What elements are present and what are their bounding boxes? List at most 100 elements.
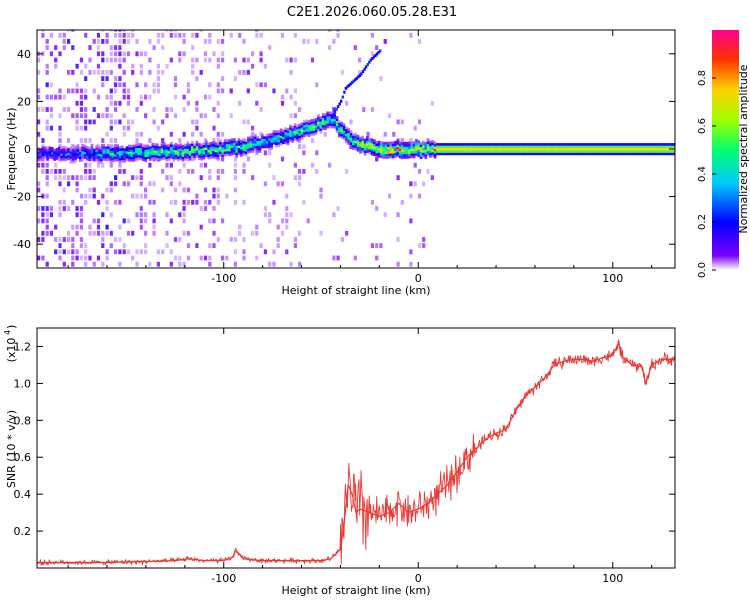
heatmap-cell — [564, 150, 568, 153]
heatmap-cell — [84, 113, 88, 119]
heatmap-cell — [76, 156, 80, 159]
heatmap-cell — [76, 151, 80, 154]
heatmap-cell — [480, 150, 484, 153]
heatmap-cell — [111, 147, 115, 151]
heatmap-cell — [613, 145, 617, 148]
heatmap-cell — [405, 151, 409, 154]
heatmap-cell — [208, 94, 212, 100]
heatmap-cell — [126, 88, 131, 94]
heatmap-cell — [249, 145, 252, 148]
heatmap-cell — [212, 148, 215, 151]
heatmap-cell — [536, 145, 540, 148]
heatmap-cell — [321, 115, 325, 118]
heatmap-cell — [433, 146, 437, 149]
heatmap-cell — [422, 181, 426, 187]
heatmap-cell — [405, 153, 409, 157]
heatmap-cell — [254, 148, 257, 151]
heatmap-cell — [361, 140, 364, 144]
heatmap-cell — [41, 206, 45, 211]
heatmap-cell — [317, 123, 320, 127]
heatmap-cell — [354, 143, 357, 146]
heatmap-cell — [431, 140, 435, 143]
heatmap-cell — [284, 134, 287, 137]
heatmap-cell — [144, 230, 148, 236]
heatmap-cell — [580, 150, 584, 153]
heatmap-cell — [216, 187, 220, 193]
heatmap-cell — [618, 145, 621, 148]
heatmap-cell — [45, 181, 49, 187]
heatmap-cell — [45, 169, 49, 174]
heatmap-cell — [454, 145, 458, 148]
heatmap-cell — [478, 145, 481, 148]
heatmap-cell — [415, 148, 418, 152]
heatmap-cell — [527, 145, 530, 148]
heatmap-cell — [412, 148, 416, 152]
heatmap-cell — [592, 150, 596, 153]
heatmap-cell — [105, 57, 109, 63]
heatmap-cell — [285, 249, 289, 255]
heatmap-cell — [75, 175, 79, 180]
heatmap-cell — [662, 150, 666, 153]
heatmap-cell — [195, 155, 199, 158]
heatmap-cell — [305, 133, 308, 137]
heatmap-cell — [368, 142, 371, 145]
heatmap-cell — [81, 148, 84, 152]
heatmap-cell — [366, 140, 369, 144]
heatmap-cell — [312, 130, 315, 134]
heatmap-cell — [387, 146, 390, 150]
heatmap-cell — [285, 193, 289, 199]
heatmap-cell — [307, 134, 311, 137]
heatmap-cell — [374, 54, 377, 57]
heatmap-cell — [594, 147, 598, 151]
heatmap-cell — [548, 143, 551, 146]
heatmap-cell — [314, 118, 318, 121]
heatmap-cell — [100, 156, 103, 159]
heatmap-cell — [340, 70, 344, 75]
heatmap-cell — [370, 199, 374, 205]
heatmap-cell — [366, 131, 370, 137]
heatmap-cell — [144, 149, 147, 153]
heatmap-cell — [49, 125, 53, 131]
heatmap-cell — [37, 187, 41, 193]
heatmap-cell — [191, 63, 195, 69]
heatmap-cell — [116, 153, 119, 157]
heatmap-cell — [199, 113, 203, 119]
heatmap-cell — [363, 148, 367, 151]
heatmap-cell — [41, 138, 45, 143]
heatmap-cell — [102, 146, 105, 149]
heatmap-cell — [101, 243, 105, 248]
heatmap-cell — [627, 152, 631, 156]
heatmap-cell — [289, 212, 293, 218]
heatmap-cell — [371, 57, 374, 60]
heatmap-cell — [384, 156, 388, 159]
heatmap-cell — [240, 142, 243, 145]
heatmap-cell — [285, 224, 289, 230]
heatmap-cell — [105, 70, 109, 75]
heatmap-cell — [430, 100, 434, 106]
heatmap-cell — [216, 193, 220, 199]
heatmap-cell — [88, 70, 92, 75]
heatmap-cell — [625, 152, 628, 156]
heatmap-cell — [303, 129, 306, 133]
heatmap-cell — [573, 150, 577, 153]
heatmap-cell — [452, 152, 456, 156]
heatmap-cell — [207, 149, 210, 153]
heatmap-cell — [302, 144, 306, 149]
heatmap-cell — [403, 153, 407, 157]
heatmap-cell — [184, 155, 187, 159]
heatmap-cell — [161, 32, 165, 38]
heatmap-cell — [178, 237, 182, 242]
heatmap-cell — [536, 147, 540, 151]
heatmap-cell — [179, 150, 182, 154]
heatmap-cell — [380, 145, 383, 149]
heatmap-cell — [517, 147, 521, 151]
heatmap-cell — [296, 136, 299, 140]
heatmap-cell — [178, 51, 182, 57]
heatmap-cell — [559, 150, 563, 153]
heatmap-cell — [340, 124, 343, 127]
heatmap-cell — [531, 150, 535, 153]
heatmap-cell — [338, 120, 341, 123]
heatmap-cell — [95, 149, 98, 153]
heatmap-cell — [178, 169, 182, 174]
heatmap-cell — [487, 145, 491, 148]
